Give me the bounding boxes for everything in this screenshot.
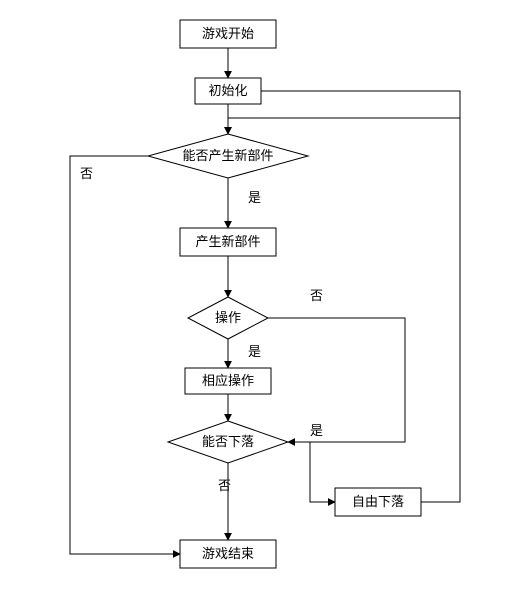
- node-canNew-label: 能否产生新部件: [182, 148, 273, 163]
- node-doOp-label: 相应操作: [202, 373, 254, 388]
- edge-7: [70, 156, 180, 554]
- edge-6-label: 否: [218, 478, 231, 493]
- node-start-label: 游戏开始: [202, 26, 254, 41]
- edge-11: [261, 91, 460, 118]
- edge-2-label: 是: [248, 190, 261, 205]
- node-canFall-label: 能否下落: [202, 434, 254, 449]
- node-init-label: 初始化: [208, 83, 247, 98]
- node-freeFall-label: 自由下落: [352, 494, 404, 509]
- node-end-label: 游戏结束: [202, 546, 254, 561]
- edge-8: [268, 318, 405, 442]
- node-newPart-label: 产生新部件: [195, 234, 260, 249]
- edge-9-label: 是: [310, 423, 323, 438]
- edge-8-label: 否: [310, 288, 323, 303]
- edge-9: [288, 442, 335, 502]
- edge-4-label: 是: [248, 344, 261, 359]
- node-op-label: 操作: [215, 310, 241, 325]
- edge-7-label: 否: [80, 166, 93, 181]
